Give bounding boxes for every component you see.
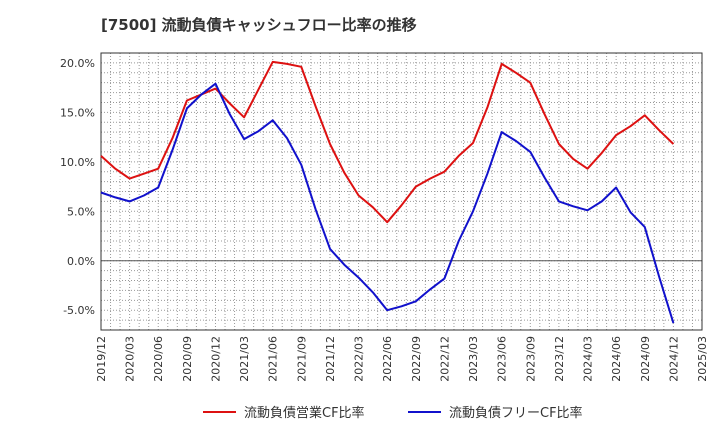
x-tick-label: 2023/06 bbox=[496, 336, 509, 382]
series-line-2 bbox=[100, 82, 675, 324]
y-tick-label: 5.0% bbox=[67, 205, 95, 218]
x-tick-label: 2020/09 bbox=[181, 336, 194, 382]
x-tick-label: 2024/06 bbox=[610, 336, 623, 382]
x-tick-label: 2021/12 bbox=[324, 336, 337, 382]
legend-label-2: 流動負債フリーCF比率 bbox=[449, 405, 583, 421]
x-tick-label: 2022/09 bbox=[410, 336, 423, 382]
x-tick-label: 2022/03 bbox=[353, 336, 366, 382]
x-tick-label: 2024/09 bbox=[639, 336, 652, 382]
x-tick-label: 2023/09 bbox=[524, 336, 537, 382]
legend-label-1: 流動負債営業CF比率 bbox=[244, 405, 365, 421]
y-tick-label: 20.0% bbox=[60, 57, 95, 70]
y-tick-label: 0.0% bbox=[67, 255, 95, 268]
x-tick-label: 2024/03 bbox=[582, 336, 595, 382]
x-tick-label: 2020/06 bbox=[152, 336, 165, 382]
x-tick-label: 2021/03 bbox=[238, 336, 251, 382]
plot-frame bbox=[100, 52, 703, 331]
x-tick-label: 2021/06 bbox=[267, 336, 280, 382]
y-tick-label: -5.0% bbox=[63, 304, 95, 317]
x-tick-label: 2025/03 bbox=[696, 336, 709, 382]
y-tick-label: 15.0% bbox=[60, 106, 95, 119]
y-tick-label: 10.0% bbox=[60, 156, 95, 169]
x-tick-label: 2020/12 bbox=[209, 336, 222, 382]
x-tick-label: 2022/06 bbox=[381, 336, 394, 382]
x-tick-label: 2023/12 bbox=[553, 336, 566, 382]
x-tick-label: 2023/03 bbox=[467, 336, 480, 382]
x-tick-label: 2022/12 bbox=[438, 336, 451, 382]
chart-title: [7500] 流動負債キャッシュフロー比率の推移 bbox=[101, 16, 417, 34]
x-tick-label: 2020/03 bbox=[124, 336, 137, 382]
x-tick-label: 2021/09 bbox=[295, 336, 308, 382]
x-tick-label: 2019/12 bbox=[95, 336, 108, 382]
series-line-1 bbox=[100, 60, 675, 224]
x-tick-label: 2024/12 bbox=[667, 336, 680, 382]
